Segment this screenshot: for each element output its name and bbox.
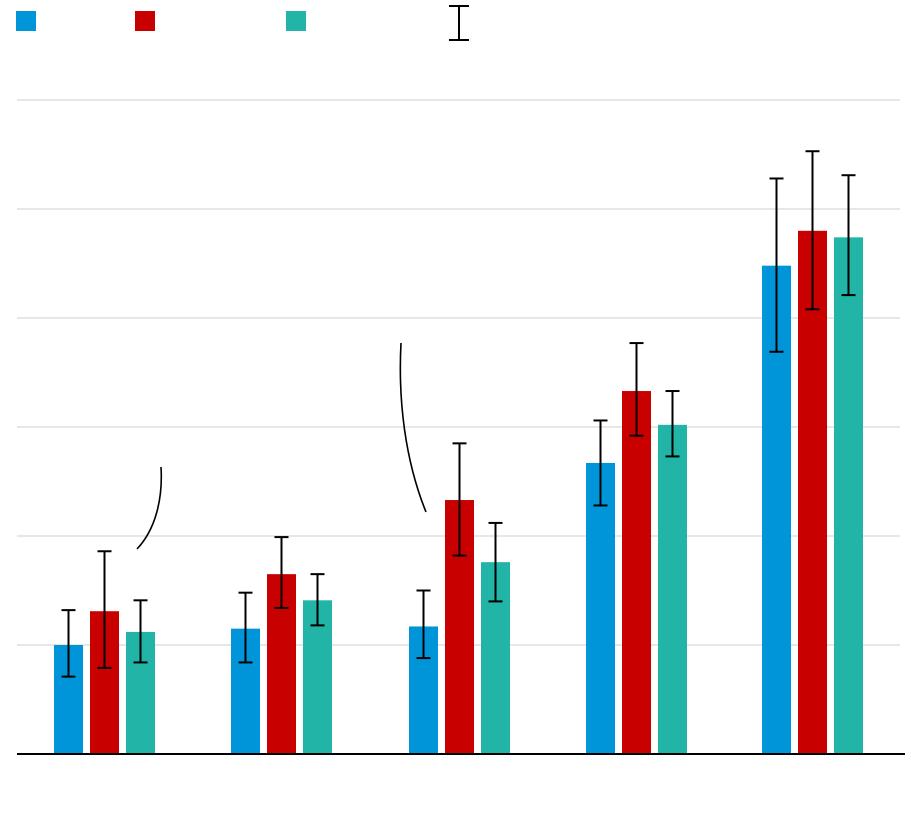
bar <box>798 230 827 755</box>
gridlines <box>17 99 900 646</box>
legend-swatch <box>286 11 306 31</box>
legend-swatch <box>135 11 155 31</box>
bar <box>834 237 863 755</box>
bar <box>658 424 687 754</box>
bar <box>622 391 651 754</box>
error-bars <box>61 150 856 678</box>
legend <box>16 5 469 41</box>
legend-swatch <box>16 11 36 31</box>
bars <box>54 230 863 755</box>
bar <box>586 462 615 754</box>
annotation-curve-1 <box>136 466 163 550</box>
annotation-curve-2 <box>399 342 427 513</box>
